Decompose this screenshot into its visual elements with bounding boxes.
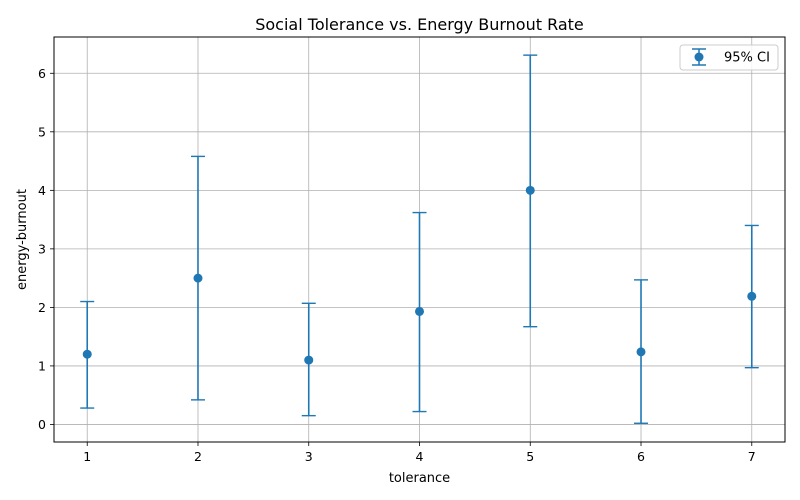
chart-title: Social Tolerance vs. Energy Burnout Rate xyxy=(255,15,584,34)
legend-box xyxy=(679,44,779,71)
y-tick-label: 4 xyxy=(38,183,46,198)
x-tick-label: 1 xyxy=(83,449,91,464)
y-tick-label: 5 xyxy=(38,124,46,139)
x-tick-label: 3 xyxy=(305,449,313,464)
y-tick-label: 6 xyxy=(38,66,46,81)
x-tick-label: 7 xyxy=(748,449,756,464)
data-point xyxy=(304,355,314,365)
x-tick-label: 4 xyxy=(416,449,424,464)
data-point xyxy=(193,273,203,283)
data-point xyxy=(82,349,92,359)
grid-lines xyxy=(54,37,785,442)
x-tick-label: 6 xyxy=(637,449,645,464)
y-tick-label: 1 xyxy=(38,358,46,373)
y-axis-label: energy-burnout xyxy=(15,189,30,290)
x-axis-label: tolerance xyxy=(389,471,450,486)
legend-marker xyxy=(694,52,704,62)
y-tick-label: 0 xyxy=(38,417,46,432)
data-point xyxy=(525,185,535,195)
legend: 95% CI xyxy=(679,44,779,71)
data-marks xyxy=(80,54,759,424)
x-tick-label: 5 xyxy=(526,449,534,464)
y-tick-label: 3 xyxy=(38,241,46,256)
legend-label: 95% CI xyxy=(724,51,770,66)
x-tick-label: 2 xyxy=(194,449,202,464)
y-axis: 0 1 2 3 4 5 6 xyxy=(38,66,54,432)
data-point xyxy=(747,291,757,301)
y-tick-label: 2 xyxy=(38,300,46,315)
data-point xyxy=(636,347,646,357)
data-point xyxy=(415,306,424,316)
x-axis: 1 2 3 4 5 6 7 xyxy=(83,442,756,464)
